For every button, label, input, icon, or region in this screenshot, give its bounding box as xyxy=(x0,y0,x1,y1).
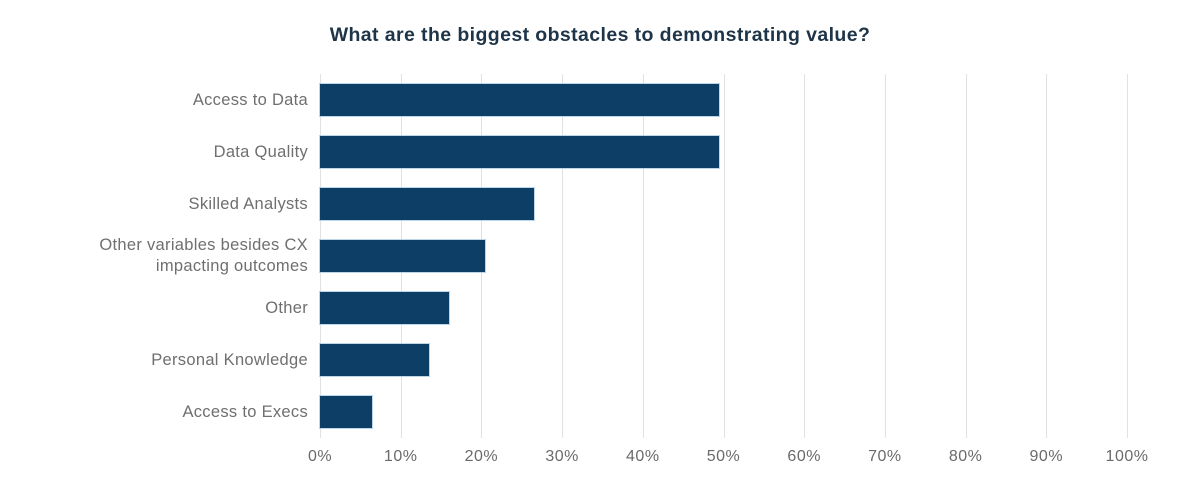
category-label-other-variables: Other variables besides CX impacting out… xyxy=(99,236,308,275)
bar-row xyxy=(320,74,1127,126)
x-axis: 0% 10% 20% 30% 40% 50% 60% 70% 80% 90% 100% xyxy=(308,448,1148,472)
x-tick-label-0%: 0% xyxy=(307,448,333,465)
category-axis: Access to Data Data Quality Skilled Anal… xyxy=(0,74,308,438)
gridline-60% xyxy=(804,74,806,438)
x-tick-label-80%: 80% xyxy=(948,448,983,465)
gridline-40% xyxy=(642,74,644,438)
x-tick-label-70%: 70% xyxy=(868,448,902,465)
category-label-data-quality: Data Quality xyxy=(213,142,308,161)
category-label-access-to-data: Access to Data xyxy=(192,90,308,109)
bar-skilled-analysts xyxy=(320,188,534,220)
bar-row xyxy=(320,282,1127,334)
bar-other xyxy=(320,292,450,324)
bar-row xyxy=(320,126,1127,178)
x-tick-label-50%: 50% xyxy=(706,448,741,465)
gridline-30% xyxy=(562,74,564,438)
x-tick-label-90%: 90% xyxy=(1029,448,1064,465)
x-tick-label-10%: 10% xyxy=(383,448,418,465)
gridline-90% xyxy=(1046,74,1048,438)
chart-title: What are the biggest obstacles to demons… xyxy=(329,24,871,46)
gridline-80% xyxy=(965,74,967,438)
category-label-skilled-analysts: Skilled Analysts xyxy=(188,194,308,213)
gridline-50% xyxy=(723,74,725,438)
bar-row xyxy=(320,334,1127,386)
bar-row xyxy=(320,230,1127,282)
gridline-100% xyxy=(1127,74,1128,438)
category-label-other: Other xyxy=(265,298,308,317)
bar-rows xyxy=(320,74,1127,438)
bar-other-variables xyxy=(320,240,486,272)
x-tick-label-100%: 100% xyxy=(1105,448,1149,465)
x-tick-label-60%: 60% xyxy=(787,448,821,465)
bar-access-to-execs xyxy=(320,396,373,428)
bar-personal-knowledge xyxy=(320,344,429,376)
category-label-access-to-execs: Access to Execs xyxy=(182,402,308,421)
bar-row xyxy=(320,178,1127,230)
plot-area xyxy=(320,74,1128,438)
bar-access-to-data xyxy=(320,84,720,116)
bar-data-quality xyxy=(320,136,720,168)
gridline-70% xyxy=(884,74,886,438)
x-tick-label-30%: 30% xyxy=(545,448,579,465)
bar-row xyxy=(320,386,1127,438)
category-label-personal-knowledge: Personal Knowledge xyxy=(151,350,308,369)
x-tick-label-40%: 40% xyxy=(626,448,660,465)
x-tick-label-20%: 20% xyxy=(464,448,499,465)
